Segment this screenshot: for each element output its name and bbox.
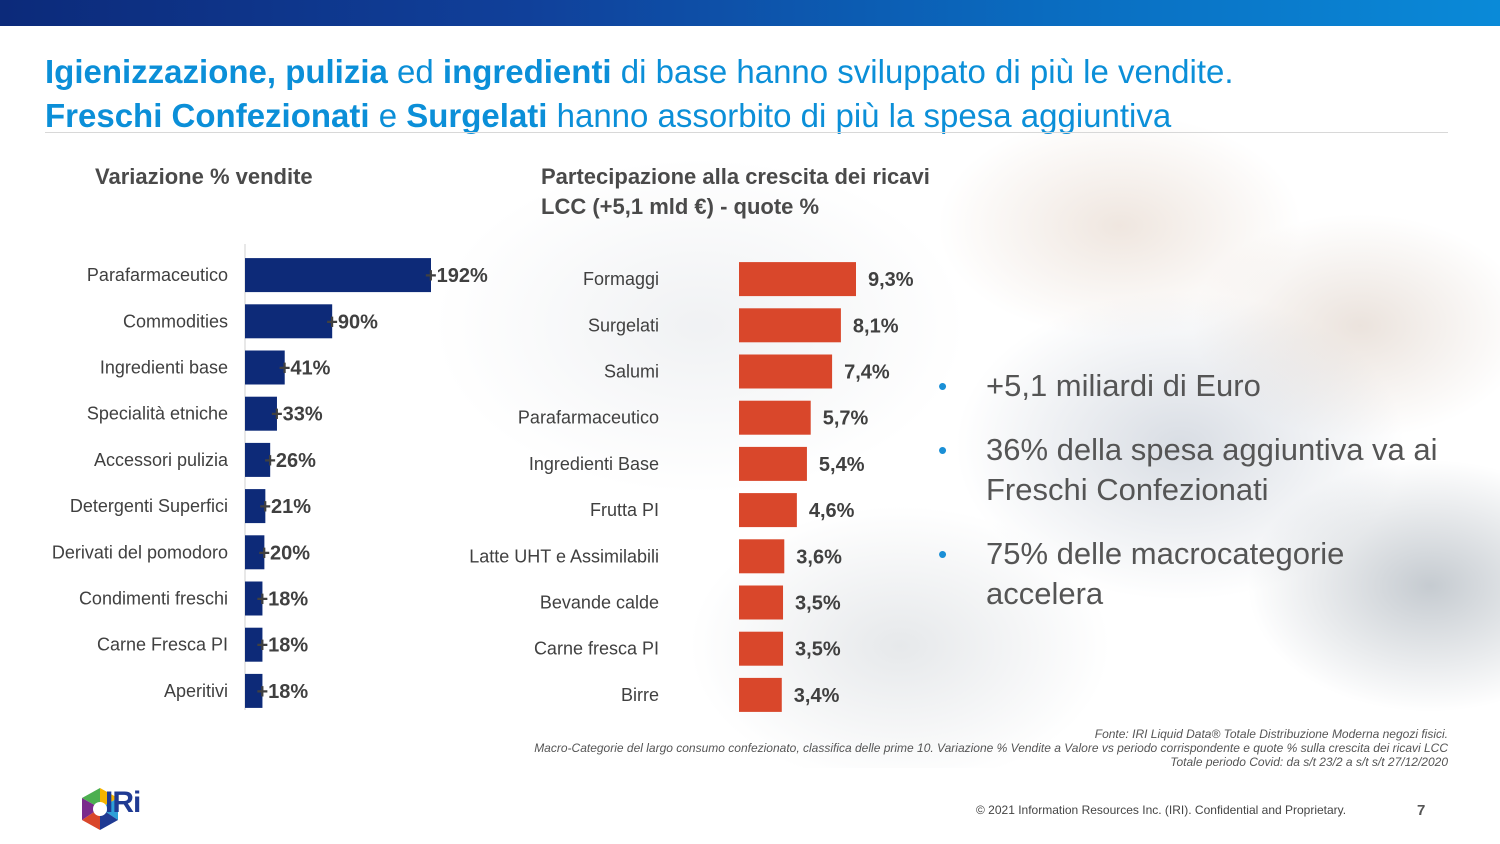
- source-line-3: Totale periodo Covid: da s/t 23/2 a s/t …: [1170, 755, 1448, 769]
- category-label: Condimenti freschi: [79, 589, 228, 609]
- iri-logo-icon: [82, 788, 118, 830]
- category-label: Detergenti Superfici: [70, 496, 228, 516]
- bar: [739, 585, 784, 620]
- bar: [245, 489, 266, 524]
- category-label: Commodities: [123, 311, 228, 331]
- category-label: Frutta PI: [590, 500, 659, 520]
- key-point: • +5,1 miliardi di Euro: [938, 366, 1438, 406]
- value-label: 3,4%: [794, 685, 840, 707]
- bar: [739, 493, 797, 528]
- title-line-1-segment: Igienizzazione, pulizia: [45, 53, 388, 90]
- category-label: Parafarmaceutico: [518, 408, 659, 428]
- category-label: Accessori pulizia: [94, 450, 229, 470]
- value-label: 3,6%: [796, 546, 842, 568]
- key-points-list: • +5,1 miliardi di Euro • 36% della spesa a…: [938, 366, 1438, 638]
- category-label: Bevande calde: [540, 593, 659, 613]
- category-label: Birre: [621, 685, 659, 705]
- sales-change-chart: Parafarmaceutico +192% Commodities +90% Ingr…: [52, 244, 488, 710]
- bar: [245, 581, 263, 616]
- title-line-1-segment: ingredienti: [442, 53, 612, 90]
- value-label: +41%: [279, 358, 331, 380]
- key-point-text: +5,1 miliardi di Euro: [986, 368, 1261, 403]
- copyright-notice: © 2021 Information Resources Inc. (IRI).…: [976, 803, 1347, 817]
- category-label: Ingredienti Base: [529, 454, 659, 474]
- category-label: Aperitivi: [164, 681, 228, 701]
- key-point: • 36% della spesa aggiuntiva va ai Fresch…: [938, 430, 1438, 510]
- value-label: +18%: [256, 635, 308, 657]
- category-label: Specialità etniche: [87, 404, 228, 424]
- bar: [245, 627, 263, 662]
- value-label: +26%: [264, 450, 316, 472]
- bar: [245, 350, 285, 385]
- bar: [245, 304, 333, 339]
- key-point-text: 75% delle macrocategorie accelera: [986, 536, 1345, 611]
- bar: [739, 446, 807, 481]
- value-label: +18%: [256, 681, 308, 703]
- key-point-text: 36% della spesa aggiuntiva va ai Freschi…: [986, 432, 1438, 507]
- value-label: +192%: [425, 265, 488, 287]
- value-label: 3,5%: [795, 639, 841, 661]
- bar: [739, 354, 833, 389]
- top-band: [0, 0, 1500, 26]
- value-label: +21%: [259, 496, 311, 518]
- title-line-2-segment: e: [369, 97, 407, 134]
- source-note: Fonte: IRI Liquid Data® Totale Distribuz…: [348, 727, 1448, 769]
- sales-change-chart-title: Variazione % vendite: [95, 164, 313, 189]
- value-label: 5,4%: [819, 454, 865, 476]
- source-line-2: Macro-Categorie del largo consumo confez…: [534, 741, 1448, 755]
- category-label: Carne fresca PI: [534, 639, 659, 659]
- value-label: 5,7%: [823, 408, 869, 430]
- bar: [739, 677, 782, 712]
- value-label: +90%: [326, 311, 378, 333]
- value-label: 8,1%: [853, 315, 899, 337]
- bullet-dot-icon: •: [938, 371, 948, 401]
- bar: [739, 308, 841, 343]
- title-line-1-segment: di base hanno sviluppato di più le vendi…: [611, 53, 1234, 90]
- title-line-2-segment: Freschi Confezionati: [45, 97, 370, 134]
- page-number: 7: [1417, 802, 1426, 819]
- key-point: • 75% delle macrocategorie accelera: [938, 534, 1438, 614]
- bar: [739, 631, 784, 666]
- category-label: Ingredienti base: [100, 358, 228, 378]
- growth-share-chart-title: Partecipazione alla crescita dei ricavi …: [541, 164, 930, 219]
- title-line-2: Freschi Confezionati e Surgelati hanno a…: [45, 94, 1465, 138]
- bar: [245, 396, 277, 431]
- bullet-dot-icon: •: [938, 435, 948, 465]
- title-line-2-segment: hanno assorbito di più la spesa aggiunti…: [547, 97, 1172, 134]
- value-label: 4,6%: [809, 500, 855, 522]
- iri-logo-text: IRi: [105, 786, 141, 819]
- bar: [245, 535, 265, 570]
- bar: [739, 262, 856, 297]
- title-line-2-segment: Surgelati: [406, 97, 548, 134]
- category-label: Parafarmaceutico: [87, 265, 228, 285]
- bar: [245, 442, 271, 477]
- value-label: 9,3%: [868, 269, 914, 291]
- category-label: Latte UHT e Assimilabili: [469, 546, 659, 566]
- growth-share-chart: Formaggi 9,3% Surgelati 8,1% Salumi 7,4% Paraf…: [469, 262, 914, 712]
- value-label: +18%: [256, 589, 308, 611]
- bar: [245, 258, 431, 293]
- title-divider: [45, 132, 1448, 133]
- slide-title: Igienizzazione, pulizia ed ingredienti d…: [45, 50, 1465, 138]
- category-label: Carne Fresca PI: [97, 635, 228, 655]
- value-label: 3,5%: [795, 593, 841, 615]
- bar: [245, 673, 263, 708]
- bar: [739, 400, 811, 435]
- bullet-dot-icon: •: [938, 539, 948, 569]
- category-label: Salumi: [604, 362, 659, 382]
- category-label: Formaggi: [583, 269, 659, 289]
- bar: [739, 539, 785, 574]
- value-label: +33%: [271, 404, 323, 426]
- title-line-1: Igienizzazione, pulizia ed ingredienti d…: [45, 50, 1465, 94]
- source-line-1: Fonte: IRI Liquid Data® Totale Distribuz…: [1094, 727, 1448, 741]
- title-line-1-segment: ed: [387, 53, 443, 90]
- value-label: +20%: [258, 542, 310, 564]
- category-label: Derivati del pomodoro: [52, 542, 228, 562]
- value-label: 7,4%: [844, 362, 890, 384]
- category-label: Surgelati: [588, 315, 659, 335]
